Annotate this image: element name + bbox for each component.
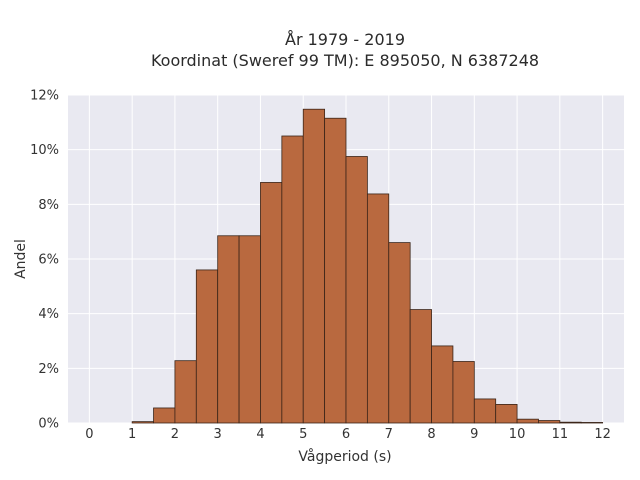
histogram-bar [431,345,454,424]
y-tick-label: 4% [38,307,59,322]
x-tick-label: 1 [128,427,136,442]
histogram-bar [366,193,390,424]
histogram-bar [580,422,604,424]
x-tick-label: 12 [594,427,611,442]
histogram-bar [302,108,326,424]
bars [131,108,604,424]
histogram-bar [195,269,219,424]
histogram-bar [174,360,197,424]
x-tick-label: 4 [256,427,264,442]
histogram-bar [473,398,497,424]
y-tick-label: 12% [30,89,59,104]
x-tick-label: 8 [427,427,435,442]
histogram-bar [345,156,368,424]
y-tick-label: 6% [38,253,59,268]
histogram-bar [260,182,283,424]
histogram-bar [238,235,261,424]
histogram-bar [452,361,475,424]
histogram-bar [388,242,411,424]
y-tick-label: 2% [38,362,59,377]
chart-title-line-1: År 1979 - 2019 [285,30,405,49]
histogram-bar [217,235,240,424]
histogram-bar [495,404,518,424]
x-tick-labels: 0 1 2 3 4 5 6 7 8 9 10 11 12 [85,427,611,442]
y-tick-labels: 0% 2% 4% 6% 8% 10% 12% [30,89,59,432]
x-tick-label: 6 [342,427,350,442]
chart-title-line-2: Koordinat (Sweref 99 TM): E 895050, N 63… [151,51,539,70]
x-tick-label: 3 [214,427,222,442]
histogram-bar [559,421,582,424]
y-tick-label: 0% [38,417,59,432]
x-tick-label: 7 [385,427,393,442]
histogram-bar [538,420,561,424]
x-tick-label: 11 [552,427,569,442]
histogram-bar [409,309,432,424]
histogram-bar [131,421,154,424]
histogram-bar [281,135,304,424]
x-tick-label: 5 [299,427,307,442]
histogram-bar [324,117,347,424]
x-tick-label: 0 [85,427,93,442]
y-tick-label: 8% [38,198,59,213]
y-tick-label: 10% [30,143,59,158]
histogram-bar [516,418,539,424]
histogram-bar [153,407,176,424]
x-tick-label: 2 [171,427,179,442]
x-axis-label: Vågperiod (s) [298,448,391,465]
x-tick-label: 10 [509,427,526,442]
y-axis-label: Andel [13,239,29,279]
x-tick-label: 9 [470,427,478,442]
